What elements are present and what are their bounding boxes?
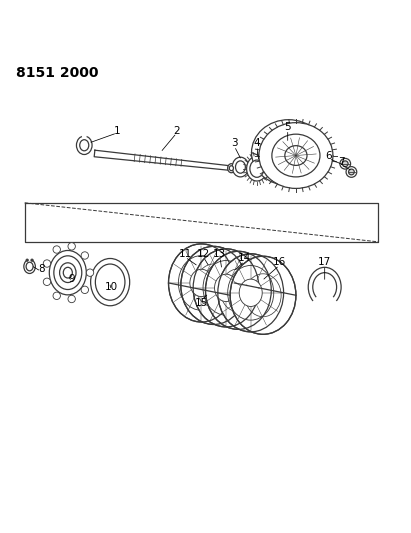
Text: 15: 15 xyxy=(195,298,208,309)
Circle shape xyxy=(43,260,51,267)
Ellipse shape xyxy=(232,157,249,177)
Circle shape xyxy=(68,243,75,250)
Text: 7: 7 xyxy=(338,157,344,167)
Circle shape xyxy=(81,252,88,259)
Text: 8151 2000: 8151 2000 xyxy=(16,67,99,80)
Ellipse shape xyxy=(80,140,89,151)
Ellipse shape xyxy=(95,264,125,300)
Ellipse shape xyxy=(229,166,233,171)
Text: 17: 17 xyxy=(318,257,331,268)
Circle shape xyxy=(81,286,88,294)
Ellipse shape xyxy=(206,251,271,329)
Circle shape xyxy=(86,269,94,277)
Ellipse shape xyxy=(239,279,262,306)
Circle shape xyxy=(26,259,28,261)
Ellipse shape xyxy=(181,246,247,325)
Circle shape xyxy=(340,158,351,169)
Ellipse shape xyxy=(259,123,333,188)
Circle shape xyxy=(342,161,348,167)
Circle shape xyxy=(346,167,357,177)
Text: 11: 11 xyxy=(178,249,192,259)
Circle shape xyxy=(31,259,33,261)
Ellipse shape xyxy=(90,259,130,306)
Text: 1: 1 xyxy=(114,126,120,136)
Circle shape xyxy=(349,169,354,175)
Circle shape xyxy=(43,278,51,286)
Text: 10: 10 xyxy=(104,282,118,292)
Ellipse shape xyxy=(49,251,86,295)
Circle shape xyxy=(53,246,60,253)
Text: 3: 3 xyxy=(231,138,238,148)
Ellipse shape xyxy=(169,244,234,322)
Ellipse shape xyxy=(236,161,245,173)
Text: 8: 8 xyxy=(38,263,44,273)
Text: 16: 16 xyxy=(273,257,286,268)
Ellipse shape xyxy=(252,120,326,185)
Ellipse shape xyxy=(218,254,284,332)
Circle shape xyxy=(68,295,75,303)
Text: 5: 5 xyxy=(284,122,291,132)
Text: 4: 4 xyxy=(254,138,260,148)
Text: 12: 12 xyxy=(197,249,210,259)
Ellipse shape xyxy=(313,273,337,302)
Text: 2: 2 xyxy=(173,126,180,136)
Ellipse shape xyxy=(247,156,267,181)
Ellipse shape xyxy=(76,136,92,155)
Ellipse shape xyxy=(26,262,33,271)
Ellipse shape xyxy=(228,164,235,173)
Ellipse shape xyxy=(250,160,264,177)
Ellipse shape xyxy=(24,260,35,273)
Text: 9: 9 xyxy=(69,274,75,284)
Text: 14: 14 xyxy=(238,253,251,263)
Ellipse shape xyxy=(308,268,341,307)
Polygon shape xyxy=(94,150,229,170)
Circle shape xyxy=(53,292,60,300)
Ellipse shape xyxy=(193,249,259,327)
Text: 6: 6 xyxy=(326,150,332,160)
Ellipse shape xyxy=(230,256,296,334)
Text: 13: 13 xyxy=(213,249,226,259)
Ellipse shape xyxy=(190,269,213,296)
Ellipse shape xyxy=(215,274,238,302)
